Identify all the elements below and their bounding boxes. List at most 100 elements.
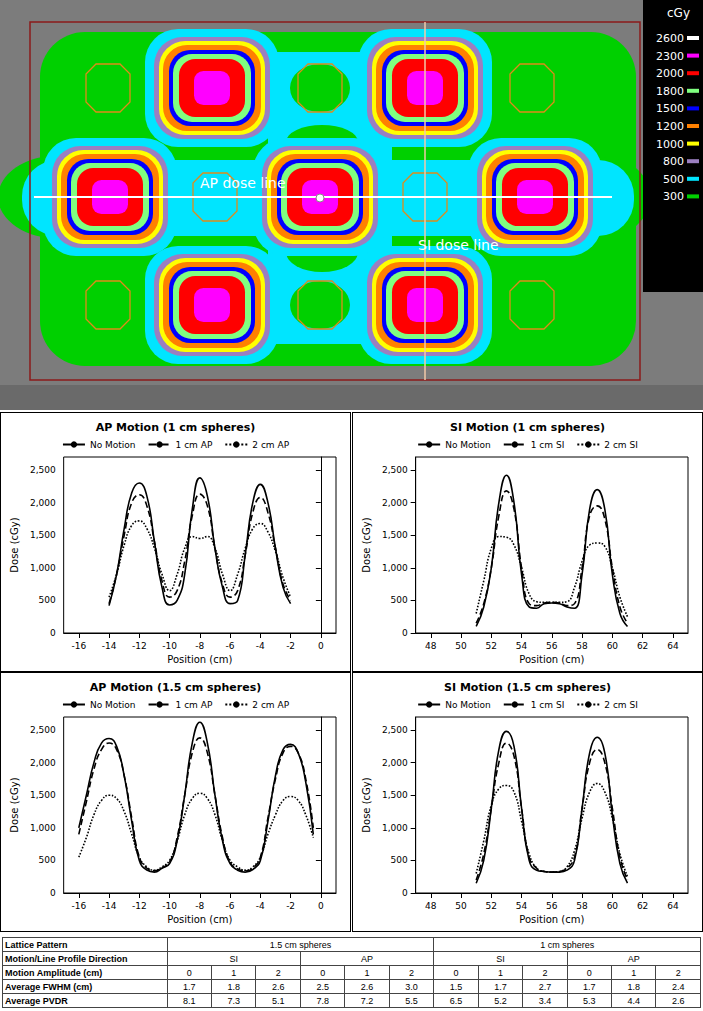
svg-text:60: 60 — [607, 641, 619, 651]
svg-text:800: 800 — [663, 155, 684, 168]
svg-text:48: 48 — [425, 641, 437, 651]
svg-text:56: 56 — [546, 641, 558, 651]
svg-text:-2: -2 — [286, 641, 295, 651]
svg-text:500: 500 — [38, 855, 55, 865]
svg-text:64: 64 — [667, 901, 679, 911]
svg-text:60: 60 — [607, 901, 619, 911]
svg-text:2 cm AP: 2 cm AP — [252, 700, 289, 710]
svg-text:Position (cm): Position (cm) — [519, 914, 584, 925]
svg-text:0: 0 — [318, 901, 324, 911]
svg-text:-2: -2 — [286, 901, 295, 911]
svg-text:50: 50 — [455, 901, 467, 911]
svg-text:300: 300 — [663, 190, 684, 203]
html-text:1 cm spheres: 1 cm spheres — [540, 939, 595, 950]
svg-text:Position (cm): Position (cm) — [519, 654, 584, 665]
svg-text:58: 58 — [576, 901, 588, 911]
svg-text:1,500: 1,500 — [30, 790, 56, 800]
svg-text:SI Motion (1 cm spheres): SI Motion (1 cm spheres) — [450, 421, 605, 434]
svg-text:1,500: 1,500 — [382, 790, 408, 800]
svg-text:-6: -6 — [226, 641, 235, 651]
svg-text:62: 62 — [637, 641, 648, 651]
svg-text:1200: 1200 — [656, 120, 684, 133]
svg-text:SI dose line: SI dose line — [418, 237, 499, 253]
svg-text:2 cm SI: 2 cm SI — [604, 700, 638, 710]
svg-text:64: 64 — [667, 641, 679, 651]
svg-text:1000: 1000 — [656, 138, 684, 151]
svg-text:0: 0 — [50, 888, 56, 898]
svg-text:-8: -8 — [195, 901, 204, 911]
svg-text:2 cm SI: 2 cm SI — [604, 440, 638, 450]
svg-text:500: 500 — [38, 595, 55, 605]
svg-text:AP dose line: AP dose line — [200, 175, 286, 191]
svg-text:2,000: 2,000 — [30, 758, 56, 768]
svg-text:2300: 2300 — [656, 50, 684, 63]
html-text:Lattice Pattern: Lattice Pattern — [5, 939, 68, 950]
svg-text:48: 48 — [425, 901, 437, 911]
svg-text:0: 0 — [50, 628, 56, 638]
svg-text:-14: -14 — [102, 901, 117, 911]
svg-text:58: 58 — [576, 641, 588, 651]
svg-text:1500: 1500 — [656, 102, 684, 115]
svg-text:1,500: 1,500 — [382, 530, 408, 540]
svg-text:52: 52 — [486, 641, 497, 651]
svg-text:54: 54 — [516, 641, 528, 651]
svg-text:2,000: 2,000 — [382, 758, 408, 768]
svg-text:62: 62 — [637, 901, 648, 911]
svg-text:-4: -4 — [256, 901, 265, 911]
svg-text:-12: -12 — [132, 641, 147, 651]
svg-text:2,000: 2,000 — [30, 498, 56, 508]
svg-text:No Motion: No Motion — [445, 440, 491, 450]
svg-text:0: 0 — [402, 628, 408, 638]
svg-text:1,000: 1,000 — [382, 823, 408, 833]
svg-text:2,000: 2,000 — [382, 498, 408, 508]
svg-text:2,500: 2,500 — [382, 465, 408, 475]
svg-text:Position (cm): Position (cm) — [167, 654, 232, 665]
svg-text:52: 52 — [486, 901, 497, 911]
svg-text:-6: -6 — [226, 901, 235, 911]
svg-text:cGy: cGy — [667, 6, 690, 20]
svg-text:56: 56 — [546, 901, 558, 911]
svg-text:1,000: 1,000 — [30, 563, 56, 573]
svg-text:No Motion: No Motion — [90, 700, 136, 710]
svg-text:AP Motion (1 cm spheres): AP Motion (1 cm spheres) — [96, 421, 256, 434]
svg-text:500: 500 — [663, 173, 684, 186]
svg-text:-16: -16 — [71, 901, 86, 911]
html-text:1.5 cm spheres: 1.5 cm spheres — [269, 939, 332, 950]
svg-text:1 cm AP: 1 cm AP — [176, 440, 213, 450]
svg-text:Dose (cGy): Dose (cGy) — [9, 777, 20, 832]
svg-text:AP Motion (1.5 cm spheres): AP Motion (1.5 cm spheres) — [90, 681, 261, 694]
svg-text:No Motion: No Motion — [90, 440, 136, 450]
svg-text:0: 0 — [318, 641, 324, 651]
svg-text:2600: 2600 — [656, 32, 684, 45]
svg-text:1800: 1800 — [656, 85, 684, 98]
svg-text:Dose (cGy): Dose (cGy) — [9, 517, 20, 572]
svg-text:1,000: 1,000 — [382, 563, 408, 573]
svg-text:1 cm SI: 1 cm SI — [531, 440, 565, 450]
svg-text:1 cm AP: 1 cm AP — [176, 700, 213, 710]
svg-text:1,500: 1,500 — [30, 530, 56, 540]
svg-text:500: 500 — [390, 855, 407, 865]
svg-text:54: 54 — [516, 901, 528, 911]
svg-text:2,500: 2,500 — [30, 465, 56, 475]
svg-text:Dose (cGy): Dose (cGy) — [361, 777, 372, 832]
svg-text:-12: -12 — [132, 901, 147, 911]
svg-text:-14: -14 — [102, 641, 117, 651]
svg-text:50: 50 — [455, 641, 467, 651]
svg-text:2 cm AP: 2 cm AP — [252, 440, 289, 450]
svg-text:-10: -10 — [162, 901, 177, 911]
svg-text:0: 0 — [402, 888, 408, 898]
svg-text:2000: 2000 — [656, 67, 684, 80]
svg-text:500: 500 — [390, 595, 407, 605]
svg-text:Dose (cGy): Dose (cGy) — [361, 517, 372, 572]
svg-text:-10: -10 — [162, 641, 177, 651]
svg-text:-16: -16 — [71, 641, 86, 651]
svg-text:2,500: 2,500 — [382, 725, 408, 735]
svg-text:-4: -4 — [256, 641, 265, 651]
svg-text:2,500: 2,500 — [30, 725, 56, 735]
svg-text:1,000: 1,000 — [30, 823, 56, 833]
svg-text:Position (cm): Position (cm) — [167, 914, 232, 925]
svg-text:1 cm SI: 1 cm SI — [531, 700, 565, 710]
svg-text:-8: -8 — [195, 641, 204, 651]
svg-text:SI Motion (1.5 cm spheres): SI Motion (1.5 cm spheres) — [444, 681, 611, 694]
svg-text:No Motion: No Motion — [445, 700, 491, 710]
